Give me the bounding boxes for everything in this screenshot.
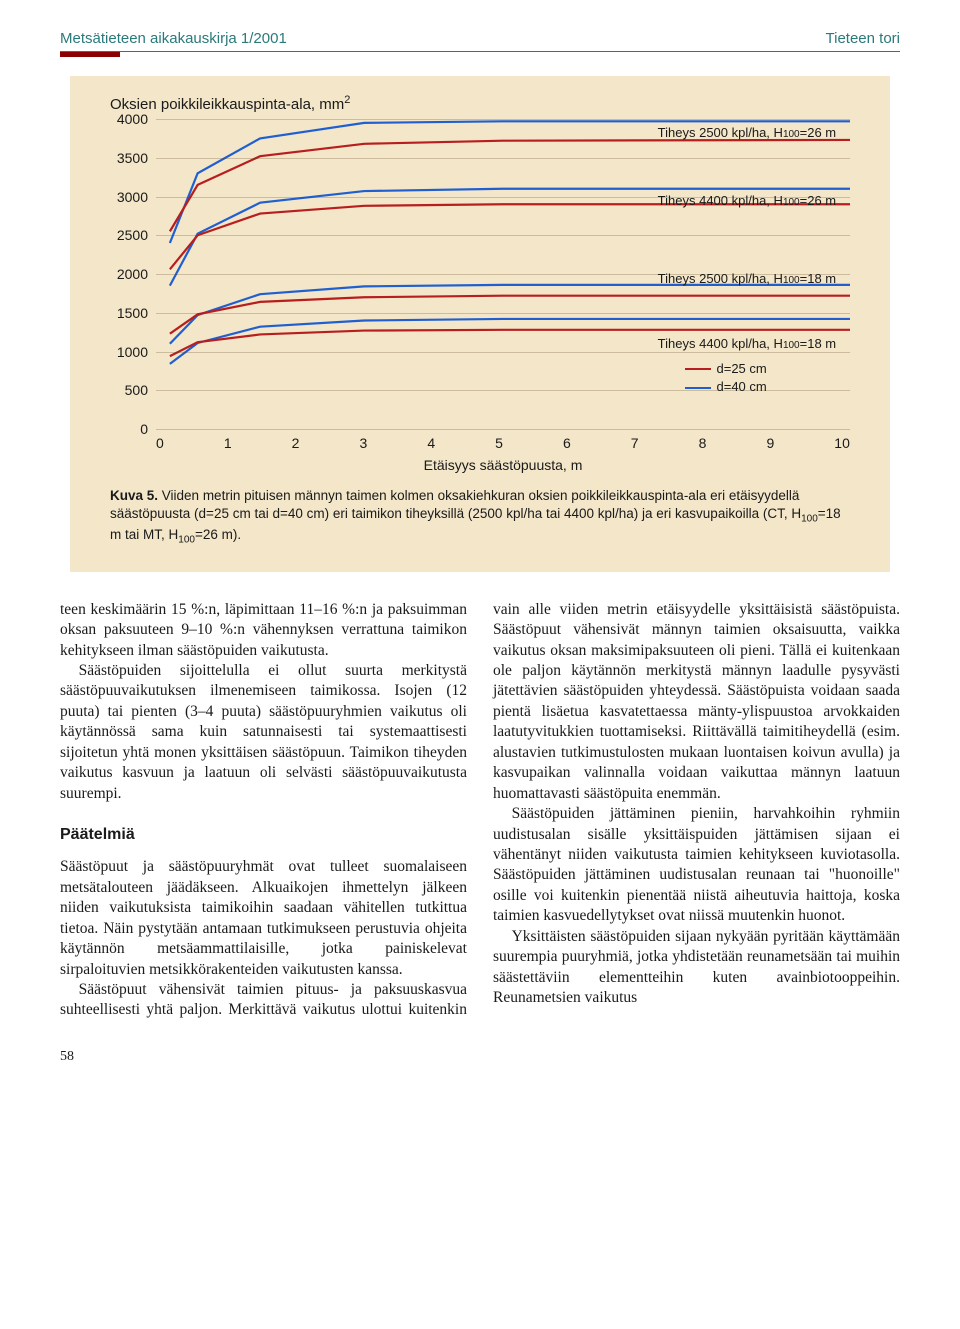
gridline: [156, 235, 850, 236]
series-label: Tiheys 4400 kpl/ha, H100=26 m: [658, 193, 836, 208]
x-axis: 0 1 2 3 4 5 6 7 8 9 10: [156, 435, 850, 451]
x-tick-label: 1: [224, 435, 232, 451]
chart-curve: [170, 296, 850, 334]
y-tick-label: 2500: [117, 227, 156, 243]
y-tick-label: 0: [140, 421, 156, 437]
y-tick-label: 1500: [117, 305, 156, 321]
page-number: 58: [60, 1049, 900, 1065]
paragraph: Säästöpuiden jättäminen pieniin, harvahk…: [493, 804, 900, 927]
x-tick-label: 7: [631, 435, 639, 451]
chart-curve: [170, 140, 850, 231]
x-tick-label: 10: [834, 435, 850, 451]
x-tick-label: 6: [563, 435, 571, 451]
y-tick-label: 500: [125, 382, 156, 398]
section-heading: Päätelmiä: [60, 824, 467, 845]
x-tick-label: 8: [699, 435, 707, 451]
paragraph: Säästöpuut ja säästöpuuryhmät ovat tulle…: [60, 857, 467, 980]
paragraph: Säästöpuiden sijoittelulla ei ollut suur…: [60, 661, 467, 804]
gridline: [156, 429, 850, 430]
chart-curve: [170, 204, 850, 269]
x-tick-label: 0: [156, 435, 164, 451]
gridline: [156, 352, 850, 353]
x-axis-title: Etäisyys säästöpuusta, m: [156, 457, 850, 473]
gridline: [156, 119, 850, 120]
series-label: Tiheys 2500 kpl/ha, H100=18 m: [658, 271, 836, 286]
series-label: Tiheys 2500 kpl/ha, H100=26 m: [658, 125, 836, 140]
y-axis-title: Oksien poikkileikkauspinta-ala, mm2: [110, 94, 850, 113]
y-tick-label: 3000: [117, 189, 156, 205]
x-tick-label: 3: [359, 435, 367, 451]
page-header: Metsätieteen aikakauskirja 1/2001 Tietee…: [60, 30, 900, 52]
figure-5: Oksien poikkileikkauspinta-ala, mm2 4000…: [70, 76, 890, 572]
figure-caption: Kuva 5. Viiden metrin pituisen männyn ta…: [110, 487, 850, 548]
paragraph: teen keskimäärin 15 %:n, läpimittaan 11–…: [60, 600, 467, 661]
y-tick-label: 4000: [117, 111, 156, 127]
x-tick-label: 9: [766, 435, 774, 451]
journal-title: Metsätieteen aikakauskirja 1/2001: [60, 30, 287, 47]
x-tick-label: 5: [495, 435, 503, 451]
paragraph: Yksittäisten säästöpuiden sijaan nykyään…: [493, 927, 900, 1009]
series-label: Tiheys 4400 kpl/ha, H100=18 m: [658, 336, 836, 351]
legend-item: d=40 cm: [685, 379, 767, 394]
x-tick-label: 2: [292, 435, 300, 451]
y-tick-label: 3500: [117, 150, 156, 166]
y-tick-label: 2000: [117, 266, 156, 282]
gridline: [156, 313, 850, 314]
y-tick-label: 1000: [117, 344, 156, 360]
legend-item: d=25 cm: [685, 361, 767, 376]
gridline: [156, 158, 850, 159]
x-tick-label: 4: [427, 435, 435, 451]
chart-plot-area: 40003500300025002000150010005000Tiheys 2…: [156, 119, 850, 429]
section-title: Tieteen tori: [826, 30, 900, 47]
body-text: teen keskimäärin 15 %:n, läpimittaan 11–…: [60, 600, 900, 1021]
